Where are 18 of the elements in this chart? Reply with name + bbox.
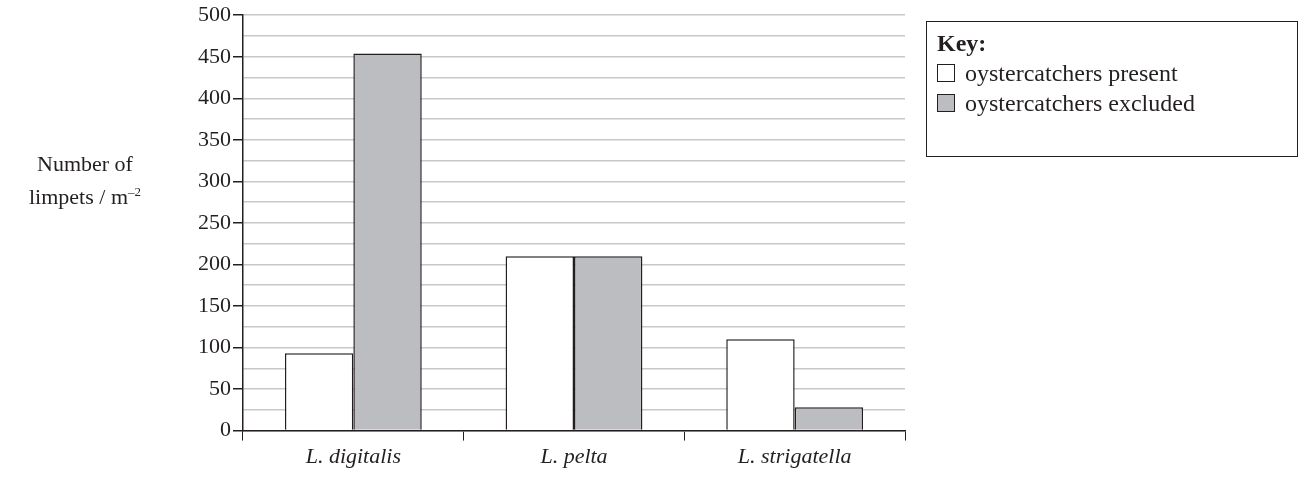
x-tick-label: L. strigatella <box>736 442 852 468</box>
y-tick-label: 300 <box>198 167 231 193</box>
x-tick-label: L. pelta <box>539 442 608 468</box>
y-tick-label: 400 <box>198 84 231 110</box>
y-tick-label: 50 <box>209 374 231 400</box>
y-tick-label: 200 <box>198 250 231 276</box>
x-tick-label: L. digitalis <box>304 442 402 468</box>
y-tick-label: 0 <box>220 416 231 442</box>
y-tick-label: 250 <box>198 208 231 234</box>
legend-label: oystercatchers excluded <box>965 89 1195 118</box>
y-tick-label: 100 <box>198 333 231 359</box>
text: oystercatchers present <box>965 59 1178 88</box>
y-tick-label: 150 <box>198 291 231 317</box>
y-tick-label: 350 <box>198 125 231 151</box>
legend-title: Key: <box>937 29 988 58</box>
y-tick-label: 500 <box>198 0 231 26</box>
y-tick-label: 450 <box>198 42 231 68</box>
y-axis-title: Number of limpets / m$^{–2}$ <box>28 150 142 212</box>
